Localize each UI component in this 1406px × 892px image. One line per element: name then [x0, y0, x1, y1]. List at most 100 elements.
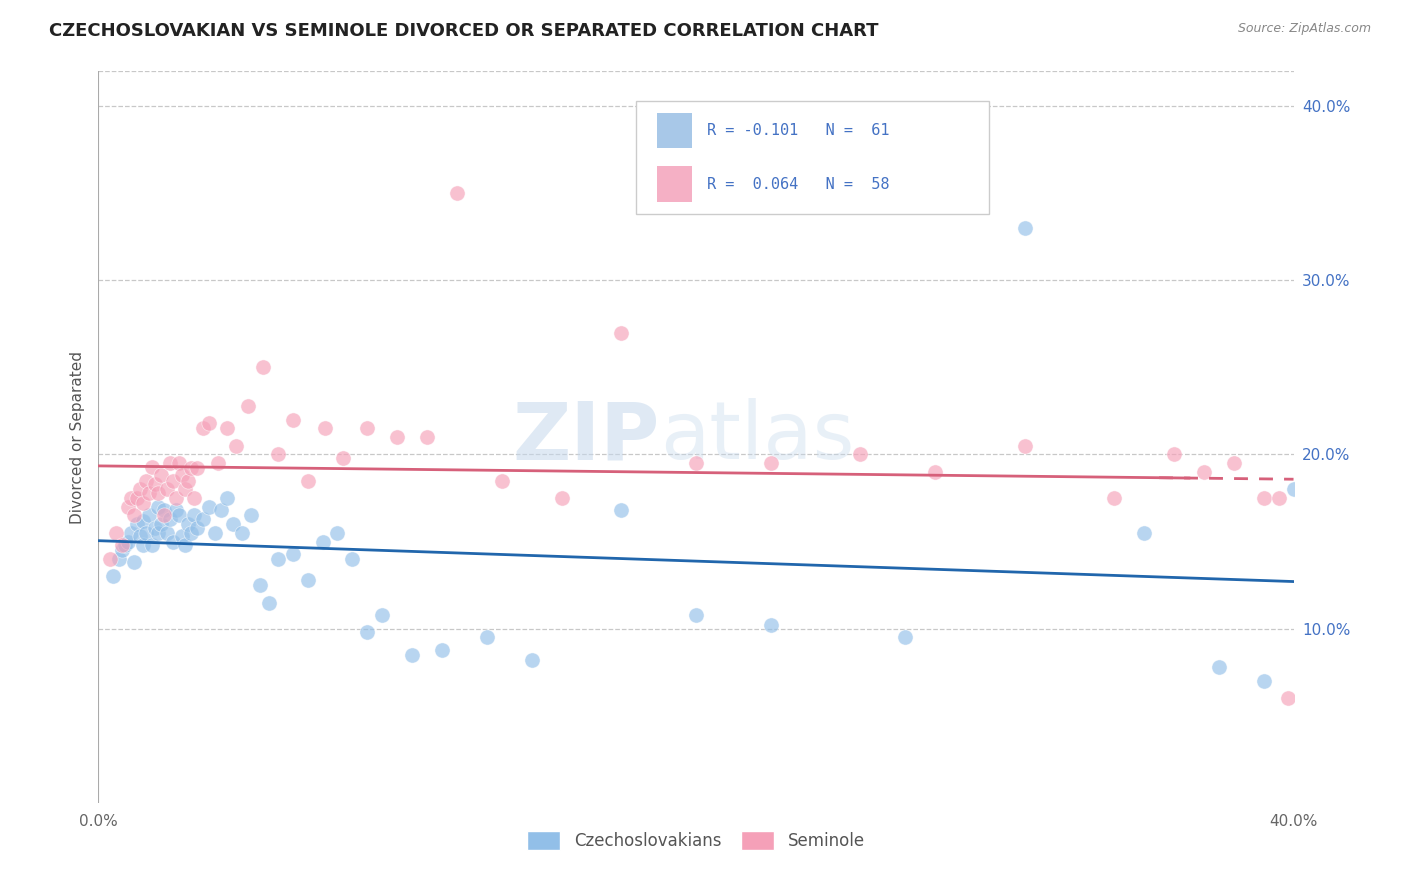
Point	[127, 491, 149, 505]
Text: R =  0.064   N =  58: R = 0.064 N = 58	[707, 177, 889, 192]
Point	[1223, 456, 1246, 470]
Point	[1014, 439, 1036, 453]
Point	[111, 538, 134, 552]
Point	[475, 631, 498, 645]
Point	[148, 500, 170, 514]
Point	[156, 525, 179, 540]
Point	[138, 508, 160, 523]
Point	[1282, 483, 1305, 497]
Point	[108, 552, 131, 566]
Point	[174, 538, 197, 552]
Point	[1267, 491, 1289, 505]
Point	[148, 485, 170, 500]
Point	[135, 474, 157, 488]
Point	[138, 485, 160, 500]
Point	[222, 517, 245, 532]
Point	[491, 474, 513, 488]
Point	[1253, 673, 1275, 688]
Legend: Czechoslovakians, Seminole: Czechoslovakians, Seminole	[520, 824, 872, 856]
Point	[685, 607, 707, 622]
Point	[1253, 491, 1275, 505]
Point	[520, 653, 543, 667]
Point	[167, 456, 190, 470]
Point	[1014, 221, 1036, 235]
Point	[165, 491, 187, 505]
Point	[225, 439, 247, 453]
Point	[849, 448, 872, 462]
Point	[172, 468, 194, 483]
Point	[1192, 465, 1215, 479]
Point	[267, 552, 290, 566]
Point	[416, 430, 439, 444]
Point	[239, 508, 262, 523]
Y-axis label: Divorced or Separated: Divorced or Separated	[69, 351, 84, 524]
Point	[759, 456, 782, 470]
Point	[132, 538, 155, 552]
Point	[159, 512, 181, 526]
Point	[297, 573, 319, 587]
Point	[105, 525, 128, 540]
Point	[207, 456, 229, 470]
Point	[167, 508, 190, 523]
Point	[924, 465, 946, 479]
Point	[117, 534, 139, 549]
Point	[236, 399, 259, 413]
Point	[143, 477, 166, 491]
Point	[894, 631, 917, 645]
Point	[129, 529, 152, 543]
Point	[141, 538, 163, 552]
Point	[311, 534, 333, 549]
Point	[124, 508, 146, 523]
Text: CZECHOSLOVAKIAN VS SEMINOLE DIVORCED OR SEPARATED CORRELATION CHART: CZECHOSLOVAKIAN VS SEMINOLE DIVORCED OR …	[49, 22, 879, 40]
Point	[1208, 660, 1230, 674]
Point	[191, 421, 214, 435]
Point	[159, 456, 181, 470]
FancyBboxPatch shape	[637, 101, 988, 214]
Point	[117, 500, 139, 514]
Point	[610, 326, 633, 340]
Point	[183, 508, 205, 523]
Point	[148, 525, 170, 540]
Point	[204, 525, 226, 540]
Point	[267, 448, 290, 462]
Point	[281, 547, 304, 561]
Point	[165, 503, 187, 517]
Point	[174, 483, 197, 497]
Point	[143, 521, 166, 535]
Point	[1277, 691, 1299, 706]
Text: ZIP: ZIP	[513, 398, 661, 476]
Point	[172, 529, 194, 543]
Point	[153, 508, 176, 523]
Point	[215, 421, 238, 435]
Point	[153, 503, 176, 517]
Point	[1163, 448, 1185, 462]
Point	[132, 514, 155, 528]
Point	[610, 503, 633, 517]
Point	[141, 459, 163, 474]
Point	[120, 491, 142, 505]
Text: R = -0.101   N =  61: R = -0.101 N = 61	[707, 123, 889, 138]
Point	[98, 552, 122, 566]
Point	[385, 430, 409, 444]
Point	[120, 525, 142, 540]
Point	[186, 521, 208, 535]
Point	[177, 517, 200, 532]
Point	[191, 512, 214, 526]
Point	[332, 450, 354, 465]
Point	[150, 468, 173, 483]
Point	[249, 578, 271, 592]
Point	[111, 543, 134, 558]
Point	[127, 517, 149, 532]
Point	[177, 474, 200, 488]
Point	[150, 517, 173, 532]
Point	[401, 648, 423, 662]
FancyBboxPatch shape	[657, 113, 692, 148]
Point	[252, 360, 274, 375]
Point	[198, 416, 221, 430]
Point	[132, 496, 155, 510]
Point	[183, 491, 205, 505]
Point	[685, 456, 707, 470]
Point	[281, 412, 304, 426]
Point	[180, 461, 202, 475]
Point	[198, 500, 221, 514]
